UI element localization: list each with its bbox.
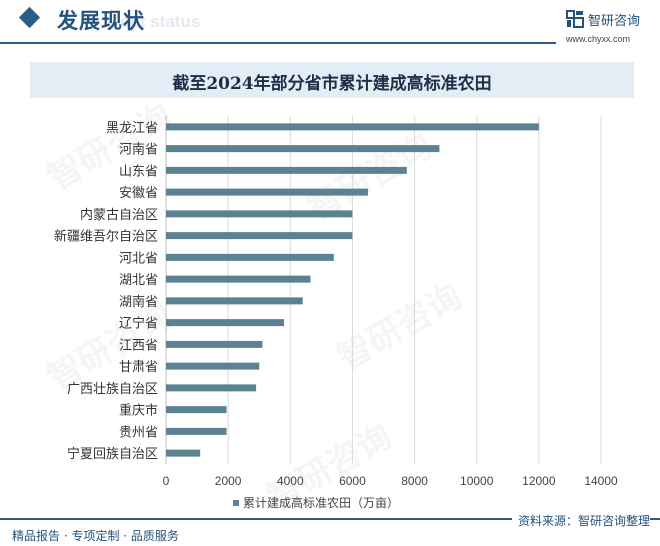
x-tick-label: 6000 xyxy=(339,474,366,488)
bar xyxy=(166,406,227,414)
bar xyxy=(166,340,263,348)
category-label: 内蒙古自治区 xyxy=(80,207,158,223)
bar xyxy=(166,384,257,392)
category-label: 江西省 xyxy=(119,338,158,353)
brand-name: 智研咨询 xyxy=(588,14,641,29)
category-label: 广西壮族自治区 xyxy=(67,381,158,397)
category-label: 河北省 xyxy=(119,251,158,266)
bar xyxy=(166,297,303,305)
bar xyxy=(166,253,334,261)
category-label: 甘肃省 xyxy=(119,360,158,375)
x-tick-label: 10000 xyxy=(460,474,494,488)
category-label: 新疆维吾尔自治区 xyxy=(54,229,158,245)
x-tick-label: 4000 xyxy=(277,474,304,488)
category-label: 湖南省 xyxy=(119,294,158,310)
bar xyxy=(166,188,368,196)
bar xyxy=(166,319,285,327)
bar xyxy=(166,449,201,457)
brand-url: www.chyxx.com xyxy=(566,34,631,44)
chart-title-band: 截至2024年部分省市累计建成高标准农田 xyxy=(30,62,634,98)
category-label: 宁夏回族自治区 xyxy=(67,446,158,462)
category-label: 重庆市 xyxy=(119,403,158,419)
x-tick-label: 8000 xyxy=(401,474,428,488)
header-title: 发展现状 xyxy=(57,9,145,33)
category-label: 河南省 xyxy=(119,142,158,158)
header: ent status 发展现状 智研咨询 www.chyxx.com xyxy=(0,0,660,46)
bar xyxy=(166,145,440,153)
bar xyxy=(166,166,407,174)
category-label: 黑龙江省 xyxy=(106,121,158,136)
bar xyxy=(166,210,353,218)
bar xyxy=(166,362,260,370)
brand-logo-icon xyxy=(566,10,584,28)
bar xyxy=(166,232,353,240)
bar xyxy=(166,275,311,283)
bar xyxy=(166,123,539,131)
header-subtitle-ghost: ent status xyxy=(120,12,201,31)
category-label: 安徽省 xyxy=(119,186,158,201)
category-label: 湖北省 xyxy=(119,273,158,288)
bar xyxy=(166,427,227,435)
category-label: 山东省 xyxy=(119,164,158,179)
chart-title: 截至2024年部分省市累计建成高标准农田 xyxy=(172,74,492,94)
category-label: 贵州省 xyxy=(119,425,158,440)
brand: 智研咨询 www.chyxx.com xyxy=(566,8,656,46)
footer-tagline: 精品报告 · 专项定制 · 品质服务 xyxy=(12,529,179,543)
footer-source: 资料来源：智研咨询整理 xyxy=(511,512,650,529)
x-tick-label: 12000 xyxy=(522,474,556,488)
legend-label: 累计建成高标准农田（万亩） xyxy=(243,495,399,510)
footer-divider xyxy=(0,518,660,520)
legend-swatch xyxy=(233,500,239,506)
header-divider xyxy=(0,42,556,44)
x-tick-label: 0 xyxy=(163,474,170,488)
x-tick-label: 2000 xyxy=(215,474,242,488)
x-tick-label: 14000 xyxy=(584,474,618,488)
category-label: 辽宁省 xyxy=(119,316,158,332)
